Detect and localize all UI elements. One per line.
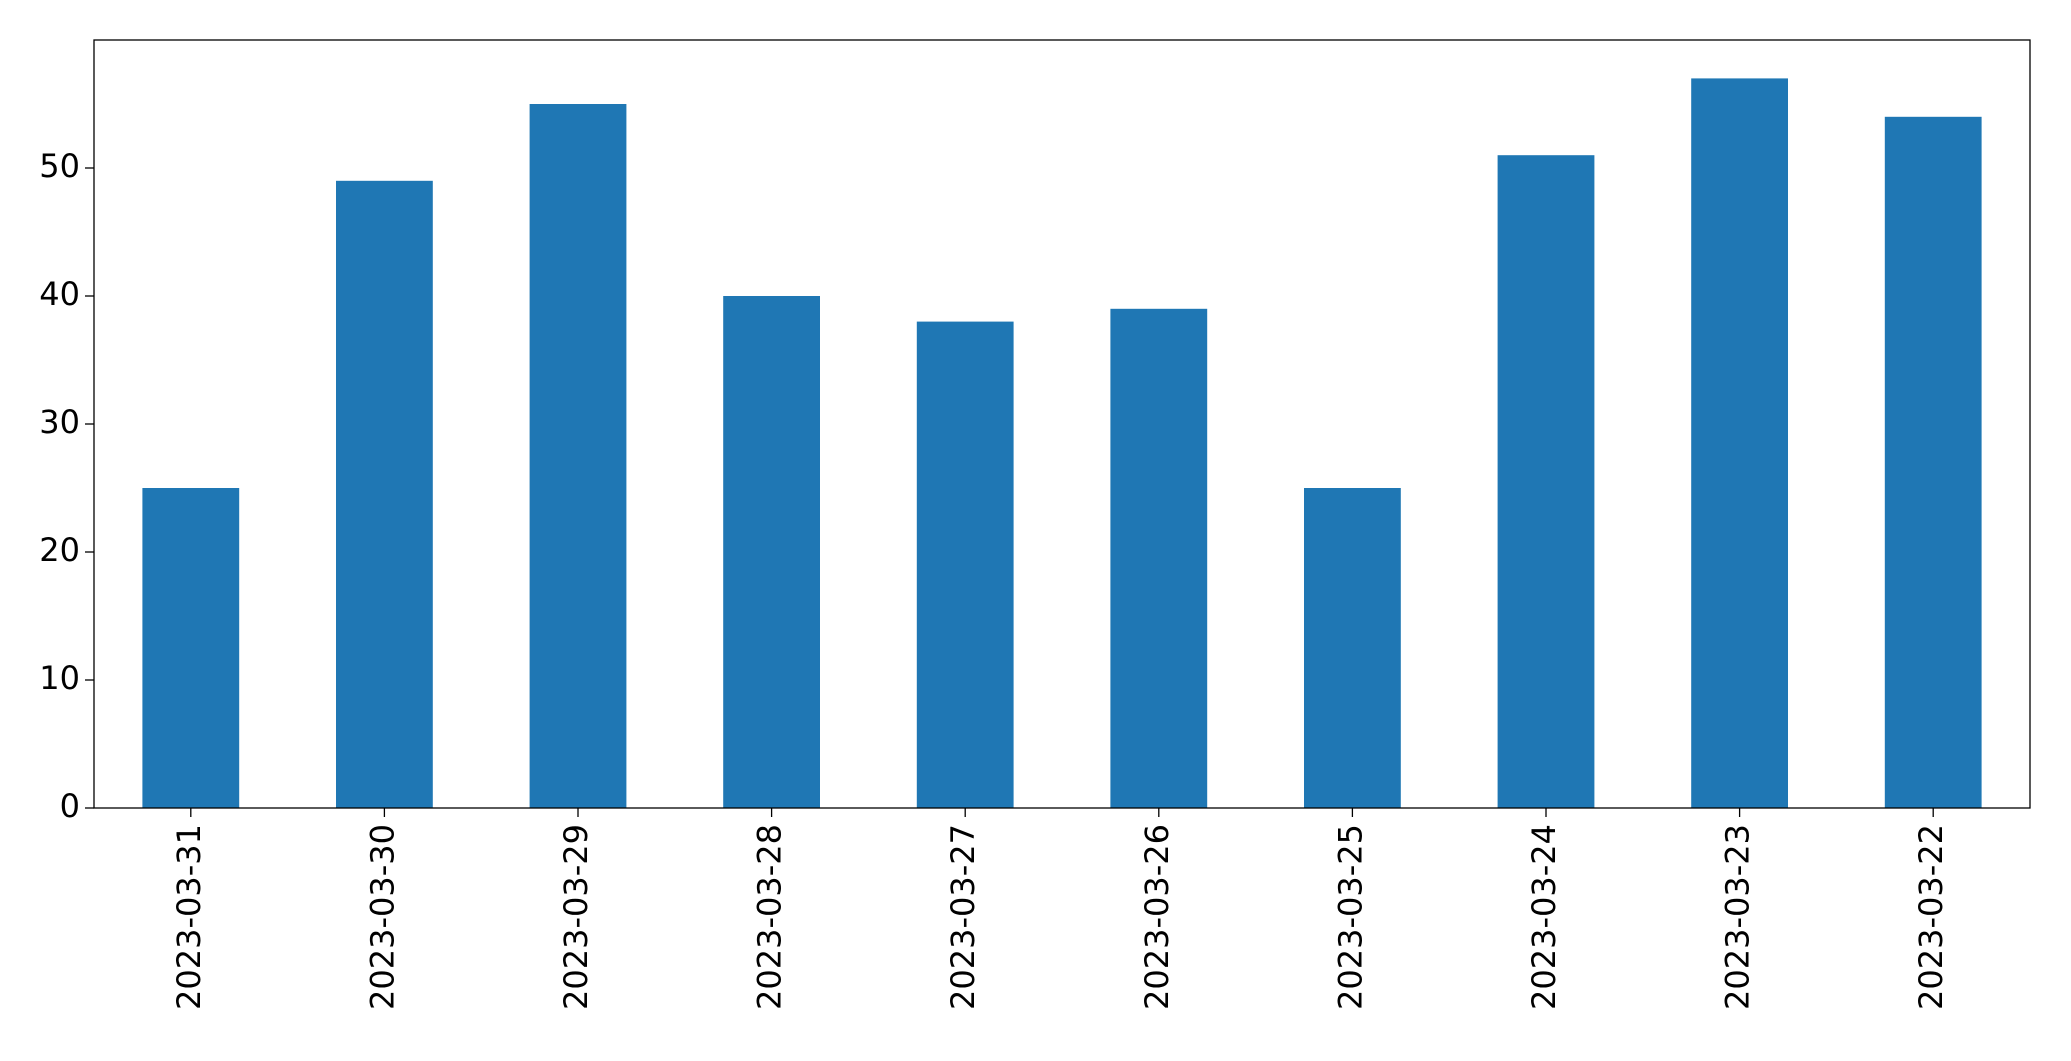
x-tick-label: 2023-03-29 — [557, 824, 595, 1010]
bar — [1497, 155, 1595, 808]
bar — [336, 180, 433, 809]
y-tick-label: 40 — [39, 275, 80, 313]
y-tick-label: 30 — [39, 403, 80, 441]
y-tick-label: 10 — [39, 659, 80, 697]
y-tick-label: 50 — [39, 147, 80, 185]
bar — [1110, 308, 1208, 808]
x-tick-label: 2023-03-23 — [1719, 824, 1757, 1010]
bar — [1691, 78, 1788, 808]
x-tick-label: 2023-03-31 — [170, 824, 208, 1010]
plot-frame — [93, 39, 2031, 809]
y-tick-label: 0 — [60, 787, 80, 825]
y-tick-label: 20 — [39, 531, 80, 569]
x-tick-label: 2023-03-24 — [1525, 824, 1563, 1010]
x-tick-label: 2023-03-22 — [1912, 824, 1950, 1010]
x-tick-label: 2023-03-28 — [751, 824, 789, 1010]
bar — [916, 321, 1014, 808]
bar — [1304, 488, 1401, 808]
bar — [529, 104, 627, 808]
x-tick-label: 2023-03-25 — [1331, 824, 1369, 1010]
bar — [142, 488, 240, 808]
x-tick-label: 2023-03-26 — [1138, 824, 1176, 1010]
x-tick-label: 2023-03-30 — [363, 824, 401, 1010]
bar — [1884, 116, 1982, 809]
x-tick-label: 2023-03-27 — [944, 824, 982, 1010]
bar — [723, 296, 820, 808]
